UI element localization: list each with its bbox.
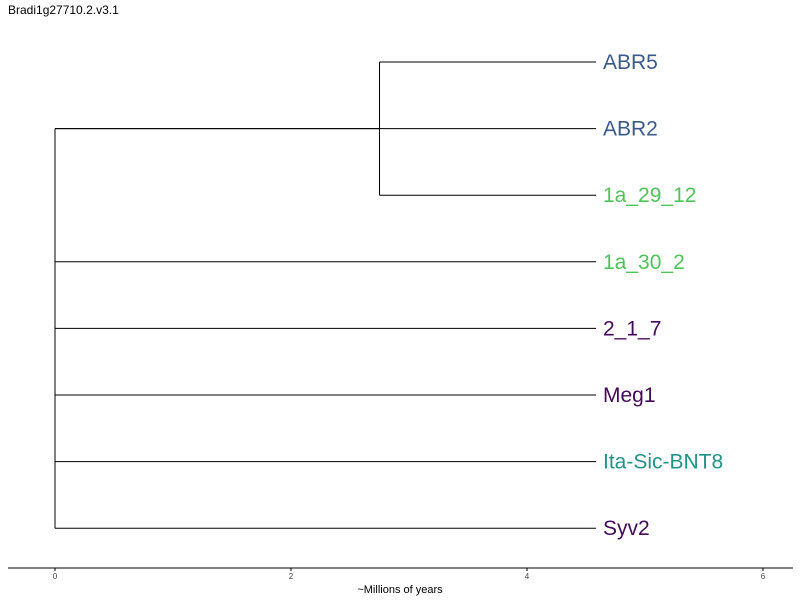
branches: [54, 61, 596, 529]
tip-label: 1a_30_2: [603, 251, 685, 274]
tip-label: Syv2: [603, 517, 650, 540]
tip-label: Ita-Sic-BNT8: [603, 451, 723, 474]
x-tick-label: 0: [53, 572, 58, 581]
x-tick-label: 4: [525, 572, 530, 581]
x-tick-label: 2: [289, 572, 294, 581]
chart-title: Bradi1g27710.2.v3.1: [8, 3, 119, 17]
tip-label: 1a_29_12: [603, 184, 696, 207]
x-axis-title: ~Millions of years: [357, 584, 443, 596]
tip-labels: ABR5 ABR2 1a_29_12 1a_30_2 2_1_7 Meg1 Ita-Sic-…: [603, 51, 723, 540]
tip-label: ABR2: [603, 118, 658, 141]
x-tick-label: 6: [761, 572, 766, 581]
tip-label: 2_1_7: [603, 317, 661, 340]
tip-label: ABR5: [603, 51, 658, 74]
x-axis: 0 2 4 6: [8, 567, 793, 581]
tip-label: Meg1: [603, 384, 656, 407]
